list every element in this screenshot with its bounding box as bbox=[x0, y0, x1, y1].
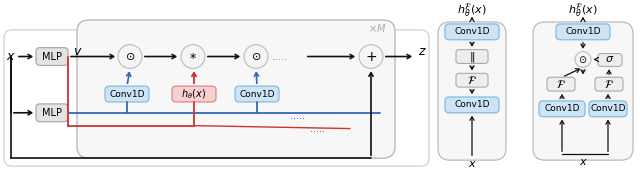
Text: $*$: $*$ bbox=[189, 50, 197, 63]
Text: $\odot$: $\odot$ bbox=[125, 51, 135, 62]
Text: Conv1D: Conv1D bbox=[239, 90, 275, 99]
Text: $z$: $z$ bbox=[418, 45, 427, 58]
Text: .....: ..... bbox=[290, 111, 305, 121]
Text: $x$: $x$ bbox=[6, 50, 16, 63]
Text: $x$: $x$ bbox=[468, 159, 476, 169]
FancyBboxPatch shape bbox=[105, 86, 149, 102]
Text: $\mathcal{F}$: $\mathcal{F}$ bbox=[467, 74, 477, 86]
FancyBboxPatch shape bbox=[36, 104, 68, 122]
FancyBboxPatch shape bbox=[235, 86, 279, 102]
Circle shape bbox=[244, 45, 268, 68]
Text: $\odot$: $\odot$ bbox=[579, 54, 588, 65]
Text: $h_\theta(x)$: $h_\theta(x)$ bbox=[181, 87, 207, 101]
FancyBboxPatch shape bbox=[445, 97, 499, 113]
Text: Conv1D: Conv1D bbox=[109, 90, 145, 99]
Text: MLP: MLP bbox=[42, 108, 62, 118]
FancyBboxPatch shape bbox=[539, 101, 585, 117]
FancyBboxPatch shape bbox=[445, 24, 499, 40]
Text: Conv1D: Conv1D bbox=[544, 104, 580, 113]
Text: .....: ..... bbox=[310, 123, 325, 134]
Text: MLP: MLP bbox=[42, 52, 62, 62]
Circle shape bbox=[181, 45, 205, 68]
Text: Conv1D: Conv1D bbox=[454, 27, 490, 36]
Text: Conv1D: Conv1D bbox=[565, 27, 601, 36]
FancyBboxPatch shape bbox=[556, 24, 610, 40]
FancyBboxPatch shape bbox=[547, 77, 575, 91]
Text: $\mathcal{F}$: $\mathcal{F}$ bbox=[604, 78, 614, 90]
Text: $\|$: $\|$ bbox=[469, 50, 475, 63]
FancyBboxPatch shape bbox=[533, 22, 633, 160]
Text: $h_\theta^{\mathcal{F}}(x)$: $h_\theta^{\mathcal{F}}(x)$ bbox=[457, 2, 487, 19]
Text: Conv1D: Conv1D bbox=[590, 104, 626, 113]
FancyBboxPatch shape bbox=[456, 73, 488, 87]
FancyBboxPatch shape bbox=[36, 48, 68, 65]
Text: $\mathcal{F}$: $\mathcal{F}$ bbox=[556, 78, 566, 90]
FancyBboxPatch shape bbox=[589, 101, 627, 117]
Circle shape bbox=[575, 52, 591, 67]
Text: Conv1D: Conv1D bbox=[454, 100, 490, 109]
FancyBboxPatch shape bbox=[598, 53, 622, 66]
Text: $h_\theta^{\mathcal{F}}(x)$: $h_\theta^{\mathcal{F}}(x)$ bbox=[568, 2, 598, 19]
FancyBboxPatch shape bbox=[456, 50, 488, 63]
Circle shape bbox=[118, 45, 142, 68]
Text: $\odot$: $\odot$ bbox=[251, 51, 261, 62]
Text: $\times M$: $\times M$ bbox=[368, 22, 387, 34]
FancyBboxPatch shape bbox=[4, 30, 429, 166]
FancyBboxPatch shape bbox=[595, 77, 623, 91]
Text: $+$: $+$ bbox=[365, 50, 377, 63]
FancyBboxPatch shape bbox=[77, 20, 395, 158]
Text: $x$: $x$ bbox=[579, 157, 588, 167]
FancyBboxPatch shape bbox=[438, 22, 506, 160]
Circle shape bbox=[359, 45, 383, 68]
Text: .....: ..... bbox=[272, 52, 289, 62]
FancyBboxPatch shape bbox=[172, 86, 216, 102]
Text: $v$: $v$ bbox=[73, 45, 83, 58]
Text: $\sigma$: $\sigma$ bbox=[605, 55, 614, 64]
